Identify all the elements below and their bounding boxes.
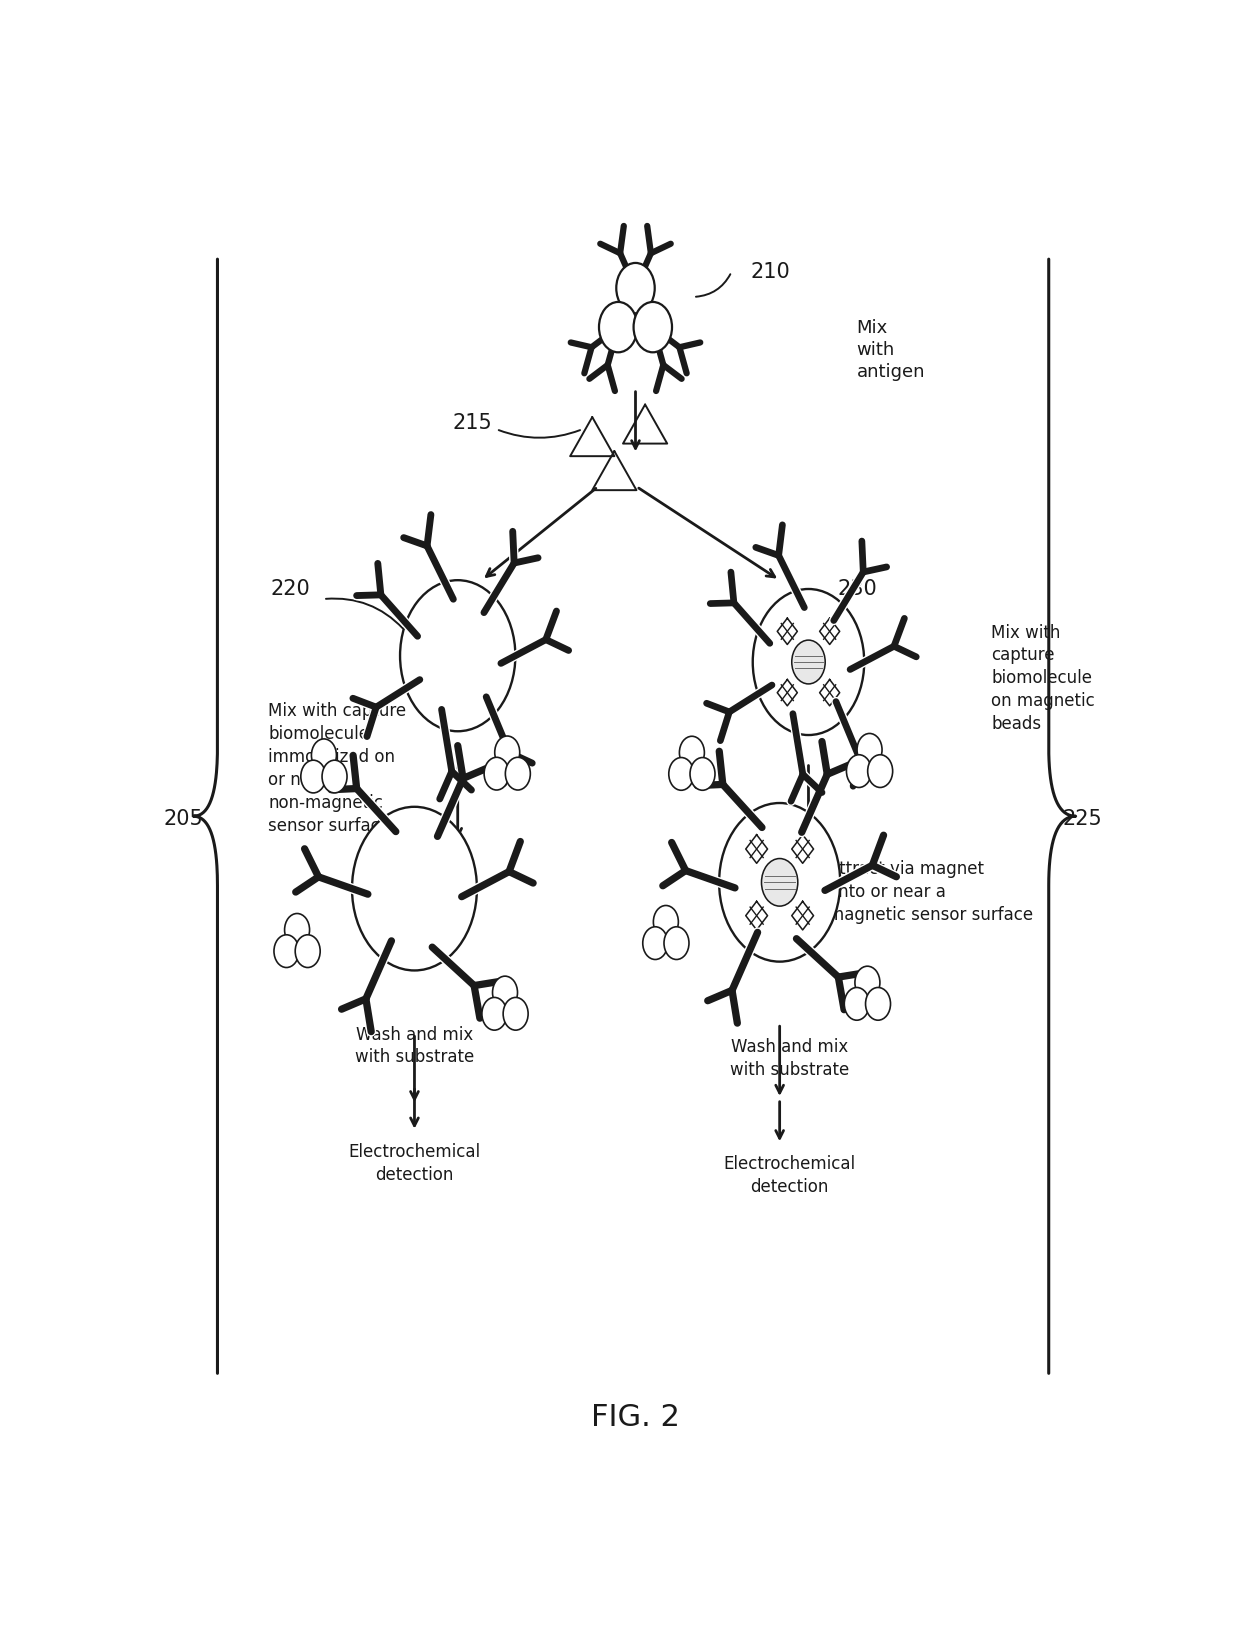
Text: 225: 225	[1063, 809, 1102, 829]
Circle shape	[642, 927, 668, 960]
Circle shape	[680, 736, 704, 768]
Circle shape	[689, 757, 715, 790]
Circle shape	[653, 906, 678, 938]
Circle shape	[854, 966, 880, 999]
Circle shape	[295, 935, 320, 968]
Text: 230: 230	[837, 579, 877, 598]
Circle shape	[503, 997, 528, 1030]
Circle shape	[868, 755, 893, 788]
Circle shape	[844, 988, 869, 1020]
Circle shape	[792, 641, 825, 683]
Text: Mix
with
antigen: Mix with antigen	[857, 319, 925, 381]
Circle shape	[599, 302, 637, 352]
Circle shape	[285, 914, 310, 947]
Circle shape	[352, 806, 477, 971]
Text: 220: 220	[270, 579, 310, 598]
Text: 215: 215	[453, 412, 492, 433]
Circle shape	[274, 935, 299, 968]
Circle shape	[495, 736, 520, 768]
Circle shape	[482, 997, 507, 1030]
Circle shape	[492, 976, 517, 1009]
Circle shape	[866, 988, 890, 1020]
Text: FIG. 2: FIG. 2	[591, 1403, 680, 1432]
Text: Mix with
capture
biomolecule
on magnetic
beads: Mix with capture biomolecule on magnetic…	[991, 623, 1095, 732]
Circle shape	[616, 263, 655, 314]
Text: Electrochemical
detection: Electrochemical detection	[348, 1143, 481, 1184]
Circle shape	[322, 760, 347, 793]
Circle shape	[753, 589, 864, 736]
Text: Wash and mix
with substrate: Wash and mix with substrate	[729, 1038, 849, 1079]
Text: 205: 205	[164, 809, 203, 829]
Circle shape	[401, 580, 516, 731]
Circle shape	[301, 760, 326, 793]
Circle shape	[311, 739, 336, 772]
Circle shape	[634, 302, 672, 352]
Text: 210: 210	[751, 262, 791, 281]
Text: Wash and mix
with substrate: Wash and mix with substrate	[355, 1025, 474, 1066]
Text: Electrochemical
detection: Electrochemical detection	[723, 1156, 856, 1197]
Circle shape	[847, 755, 872, 788]
Circle shape	[668, 757, 693, 790]
Circle shape	[506, 757, 531, 790]
Circle shape	[663, 927, 689, 960]
Circle shape	[719, 803, 841, 961]
Circle shape	[857, 734, 882, 767]
Text: Mix with capture
biomolecule
immobilized on
or near a
non-magnetic
sensor surfac: Mix with capture biomolecule immobilized…	[268, 703, 407, 835]
Circle shape	[484, 757, 510, 790]
Circle shape	[761, 858, 797, 906]
Text: Attract via magnet
onto or near a
magnetic sensor surface: Attract via magnet onto or near a magnet…	[828, 860, 1033, 924]
